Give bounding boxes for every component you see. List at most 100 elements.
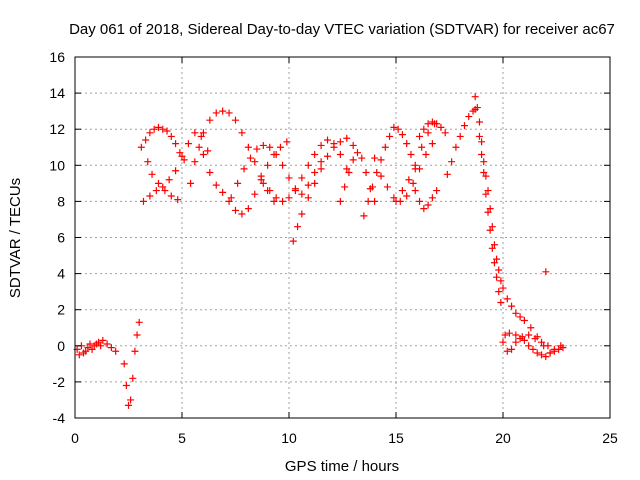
data-point (478, 138, 486, 146)
series-tail-low-b (501, 329, 565, 353)
data-point (452, 143, 460, 151)
data-point (437, 123, 445, 131)
data-point (336, 197, 344, 205)
series-arc-b (139, 129, 212, 205)
data-point (107, 344, 115, 352)
data-point (311, 179, 319, 187)
data-point (272, 194, 280, 202)
data-point (508, 302, 516, 310)
data-point (174, 196, 182, 204)
data-point (358, 154, 366, 162)
y-tick-label: 8 (57, 193, 65, 209)
series-arc-m (416, 118, 449, 140)
data-point (112, 347, 120, 355)
data-point (499, 284, 507, 292)
data-point (150, 125, 158, 133)
data-point (167, 192, 175, 200)
data-point (544, 342, 552, 350)
data-point (416, 132, 424, 140)
data-point (259, 179, 267, 187)
data-point (167, 132, 175, 140)
data-point (488, 244, 496, 252)
data-point (131, 347, 139, 355)
x-tick-label: 0 (71, 430, 79, 446)
data-point (411, 187, 419, 195)
data-point (341, 183, 349, 191)
data-point (486, 226, 494, 234)
data-point (86, 340, 94, 348)
data-point (428, 194, 436, 202)
data-point (99, 336, 107, 344)
series-arc-f (227, 141, 325, 202)
data-point (244, 205, 252, 213)
data-point (219, 107, 227, 115)
data-point (497, 277, 505, 285)
data-point (465, 113, 473, 121)
data-point (349, 156, 357, 164)
y-tick-label: 12 (49, 121, 65, 137)
data-point (420, 205, 428, 213)
data-point (225, 109, 233, 117)
data-point (364, 197, 372, 205)
data-point (324, 152, 332, 160)
chart-title: Day 061 of 2018, Sidereal Day-to-day VTE… (69, 21, 615, 38)
data-point (557, 342, 565, 350)
data-point (246, 154, 254, 162)
data-point (343, 165, 351, 173)
data-point (420, 125, 428, 133)
data-point (475, 132, 483, 140)
data-point (416, 197, 424, 205)
data-point (122, 382, 130, 390)
data-point (266, 187, 274, 195)
data-point (298, 190, 306, 198)
data-point (304, 194, 312, 202)
data-point (424, 120, 432, 128)
data-point (163, 127, 171, 135)
y-tick-label: -4 (53, 410, 66, 426)
data-point (448, 158, 456, 166)
data-point (490, 241, 498, 249)
data-point (525, 331, 533, 339)
data-point (512, 338, 520, 346)
data-point (253, 145, 261, 153)
series-arc-c (144, 158, 182, 204)
data-point (298, 210, 306, 218)
data-point (525, 342, 533, 350)
data-point (443, 170, 451, 178)
data-point (283, 138, 291, 146)
data-point (154, 179, 162, 187)
y-tick-label: 6 (57, 230, 65, 246)
series-arc-i (336, 149, 379, 205)
data-point (505, 329, 513, 337)
data-point (409, 179, 417, 187)
data-point (204, 147, 212, 155)
series-arc-h (289, 134, 357, 245)
data-point (484, 187, 492, 195)
data-point (232, 206, 239, 214)
data-point (232, 116, 239, 124)
data-point (146, 129, 154, 137)
data-point (137, 143, 145, 151)
data-point (311, 150, 319, 158)
data-point (244, 143, 252, 151)
data-point (184, 140, 192, 148)
data-point (394, 125, 402, 133)
data-point (234, 179, 242, 187)
data-point (317, 141, 325, 149)
data-point (227, 194, 235, 202)
data-point (304, 161, 312, 169)
data-point (142, 136, 150, 144)
y-tick-label: 2 (57, 302, 65, 318)
y-tick-label: 0 (57, 338, 65, 354)
x-tick-label: 15 (388, 430, 404, 446)
data-point (84, 344, 92, 352)
data-point (381, 143, 389, 151)
data-point (493, 255, 501, 263)
data-point (422, 150, 430, 158)
grid (75, 57, 610, 418)
data-point (311, 169, 319, 177)
data-point (259, 141, 267, 149)
data-point (148, 170, 156, 178)
data-point (371, 154, 379, 162)
